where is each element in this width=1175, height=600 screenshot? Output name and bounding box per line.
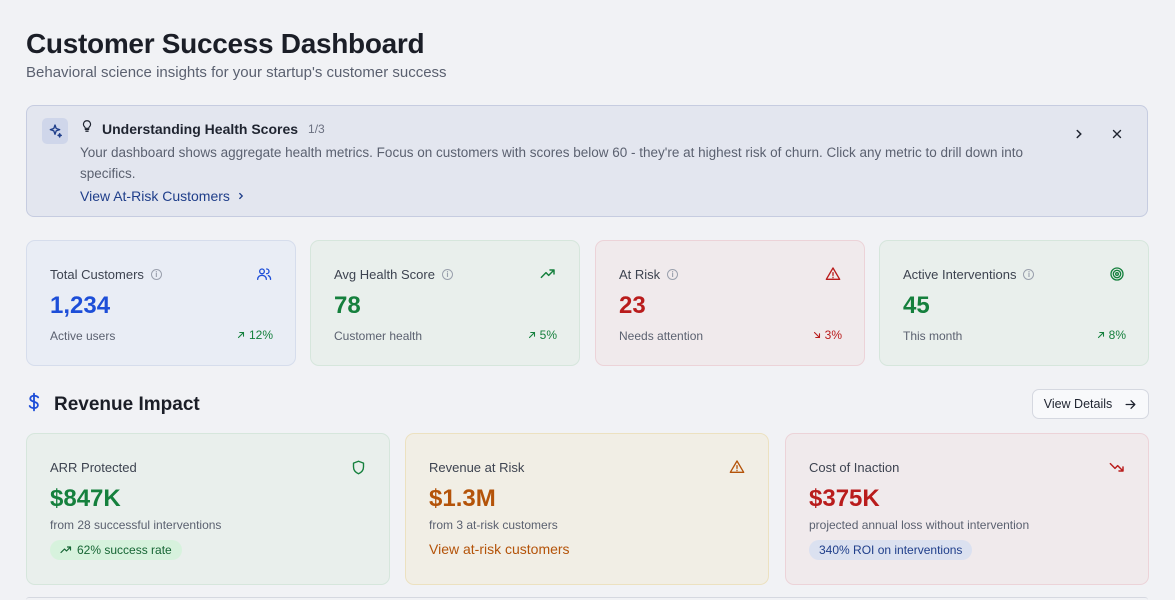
- arrow-up-right-icon: [528, 331, 535, 339]
- stat-value: 23: [619, 292, 646, 319]
- stat-card-total-customers[interactable]: Total Customers i 1,234 Active users 12%: [26, 240, 296, 366]
- stat-trend: 8%: [1096, 328, 1126, 342]
- stat-trend: 12%: [236, 328, 273, 342]
- dollar-icon: [26, 392, 42, 417]
- stat-trend: 5%: [527, 328, 557, 342]
- view-at-risk-link-label: View At-Risk Customers: [80, 188, 230, 204]
- tip-close-button[interactable]: [1107, 124, 1127, 144]
- stat-trend-value: 8%: [1108, 328, 1126, 342]
- shield-icon: [349, 458, 367, 476]
- revenue-card-value: $1.3M: [429, 485, 496, 512]
- stat-value: 1,234: [50, 292, 111, 319]
- view-at-risk-customers-link[interactable]: View at-risk customers: [429, 541, 570, 557]
- stat-trend: 3%: [812, 328, 842, 342]
- trending-up-icon: [539, 265, 557, 283]
- revenue-card-value: $375K: [809, 485, 880, 512]
- sparkles-icon: [42, 118, 68, 144]
- view-details-button[interactable]: View Details: [1032, 389, 1149, 419]
- stat-trend-value: 3%: [824, 328, 842, 342]
- stat-sublabel: Customer health: [334, 329, 423, 343]
- page-subtitle: Behavioral science insights for your sta…: [26, 64, 447, 81]
- stat-value: 45: [903, 292, 930, 319]
- revenue-section-header: Revenue Impact: [26, 392, 200, 417]
- tip-banner: Understanding Health Scores 1/3 Your das…: [26, 105, 1148, 217]
- tip-next-button[interactable]: [1069, 124, 1089, 144]
- users-icon: [255, 265, 273, 283]
- trending-down-icon: [1108, 458, 1126, 476]
- stat-label: Active Interventions: [903, 267, 1017, 282]
- info-icon[interactable]: i: [441, 269, 453, 280]
- arrow-down-right-icon: [813, 331, 820, 339]
- page-title: Customer Success Dashboard: [26, 28, 425, 59]
- revenue-card-label: Cost of Inaction: [809, 460, 900, 475]
- chevron-right-icon: [236, 188, 246, 204]
- view-details-label: View Details: [1043, 397, 1113, 411]
- warning-icon: [824, 265, 842, 283]
- arrow-up-right-icon: [1097, 331, 1104, 339]
- lightbulb-icon: [80, 119, 94, 138]
- stat-trend-value: 5%: [539, 328, 557, 342]
- revenue-card-revenue-at-risk[interactable]: Revenue at Risk $1.3M from 3 at-risk cus…: [405, 433, 769, 585]
- close-icon: [1112, 129, 1122, 139]
- stat-label: Avg Health Score: [334, 267, 435, 282]
- info-icon[interactable]: i: [667, 269, 679, 280]
- arrow-up-right-icon: [237, 331, 245, 339]
- stat-value: 78: [334, 292, 361, 319]
- revenue-card-sublabel: projected annual loss without interventi…: [809, 518, 1030, 532]
- roi-badge: 340% ROI on interventions: [809, 540, 973, 560]
- info-icon[interactable]: i: [150, 269, 162, 280]
- stat-sublabel: Active users: [50, 329, 116, 343]
- next-section-edge: [26, 597, 1148, 600]
- revenue-card-label: Revenue at Risk: [429, 460, 525, 475]
- revenue-card-arr-protected[interactable]: ARR Protected $847K from 28 successful i…: [26, 433, 390, 585]
- view-at-risk-link[interactable]: View At-Risk Customers: [80, 188, 246, 204]
- stat-card-avg-health-score[interactable]: Avg Health Score i 78 Customer health 5%: [310, 240, 580, 366]
- tip-body: Your dashboard shows aggregate health me…: [80, 145, 1024, 181]
- success-rate-text: 62% success rate: [77, 543, 172, 557]
- target-icon: [1108, 265, 1126, 283]
- stat-label: Total Customers: [50, 267, 144, 282]
- revenue-card-label: ARR Protected: [50, 460, 137, 475]
- trending-up-icon: [60, 546, 72, 554]
- stat-card-active-interventions[interactable]: Active Interventions i 45 This month 8%: [879, 240, 1149, 366]
- stat-sublabel: Needs attention: [619, 329, 704, 343]
- tip-step-counter: 1/3: [308, 121, 325, 136]
- revenue-card-cost-of-inaction[interactable]: Cost of Inaction $375K projected annual …: [785, 433, 1149, 585]
- page-header: Customer Success Dashboard Behavioral sc…: [26, 28, 447, 81]
- arrow-right-icon: [1125, 399, 1136, 409]
- revenue-section-title: Revenue Impact: [54, 393, 200, 415]
- revenue-card-value: $847K: [50, 485, 121, 512]
- warning-icon: [728, 458, 746, 476]
- revenue-card-sublabel: from 3 at-risk customers: [429, 518, 558, 532]
- info-icon[interactable]: i: [1023, 269, 1035, 280]
- tip-title: Understanding Health Scores: [102, 120, 299, 137]
- stat-card-at-risk[interactable]: At Risk i 23 Needs attention 3%: [595, 240, 865, 366]
- revenue-card-sublabel: from 28 successful interventions: [50, 518, 222, 532]
- stat-label: At Risk: [619, 267, 661, 282]
- success-rate-badge: 62% success rate: [50, 540, 182, 560]
- tip-header: Understanding Health Scores 1/3: [80, 119, 325, 138]
- stat-trend-value: 12%: [248, 328, 273, 342]
- chevron-right-icon: [1076, 129, 1082, 139]
- stat-sublabel: This month: [903, 329, 963, 343]
